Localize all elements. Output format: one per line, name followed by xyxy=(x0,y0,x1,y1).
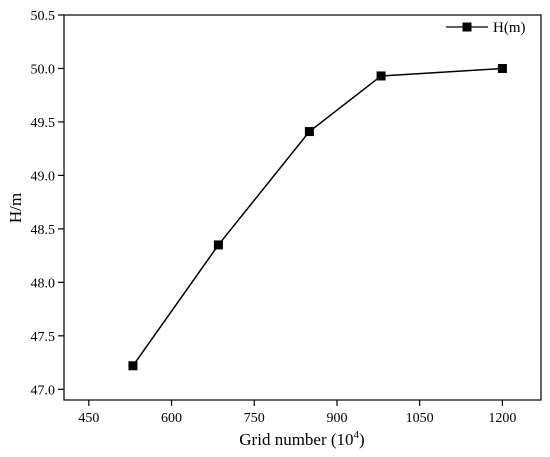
plot-frame xyxy=(63,14,542,401)
x-axis-ticks: 450 600 750 900 1050 1200 xyxy=(78,400,516,426)
x-axis-title: Grid number (104) xyxy=(239,429,364,449)
y-axis-ticks: 47.0 47.5 48.0 48.5 49.0 49.5 50.0 50.5 xyxy=(31,9,64,398)
x-tick-label: 1050 xyxy=(406,411,434,426)
data-point-marker xyxy=(304,127,314,137)
data-point-marker xyxy=(213,240,223,250)
y-tick-label: 47.5 xyxy=(31,330,56,345)
data-point-marker xyxy=(128,361,138,371)
y-tick-label: 48.5 xyxy=(31,223,56,238)
data-point-marker xyxy=(497,63,507,73)
x-tick-label: 750 xyxy=(244,411,265,426)
x-tick-label: 1200 xyxy=(488,411,516,426)
x-tick-label: 900 xyxy=(326,411,347,426)
data-point-marker xyxy=(376,71,386,81)
series-line xyxy=(132,67,503,367)
series-layer xyxy=(128,63,507,371)
y-tick-label: 47.0 xyxy=(31,383,56,398)
legend-marker xyxy=(462,22,472,32)
y-tick-label: 50.0 xyxy=(31,62,56,77)
x-axis-title-main: Grid number (10 xyxy=(239,430,353,449)
legend: H(m) xyxy=(446,20,526,36)
y-tick-label: 49.5 xyxy=(31,116,56,131)
x-axis-title-close: ) xyxy=(359,430,365,449)
legend-label: H(m) xyxy=(493,20,526,36)
x-tick-label: 600 xyxy=(161,411,182,426)
y-tick-label: 50.5 xyxy=(31,9,56,24)
x-axis-title-superscript: 4 xyxy=(354,429,360,441)
x-tick-label: 450 xyxy=(78,411,99,426)
y-tick-label: 48.0 xyxy=(31,276,56,291)
y-tick-label: 49.0 xyxy=(31,169,56,184)
y-axis-title: H/m xyxy=(6,193,25,223)
